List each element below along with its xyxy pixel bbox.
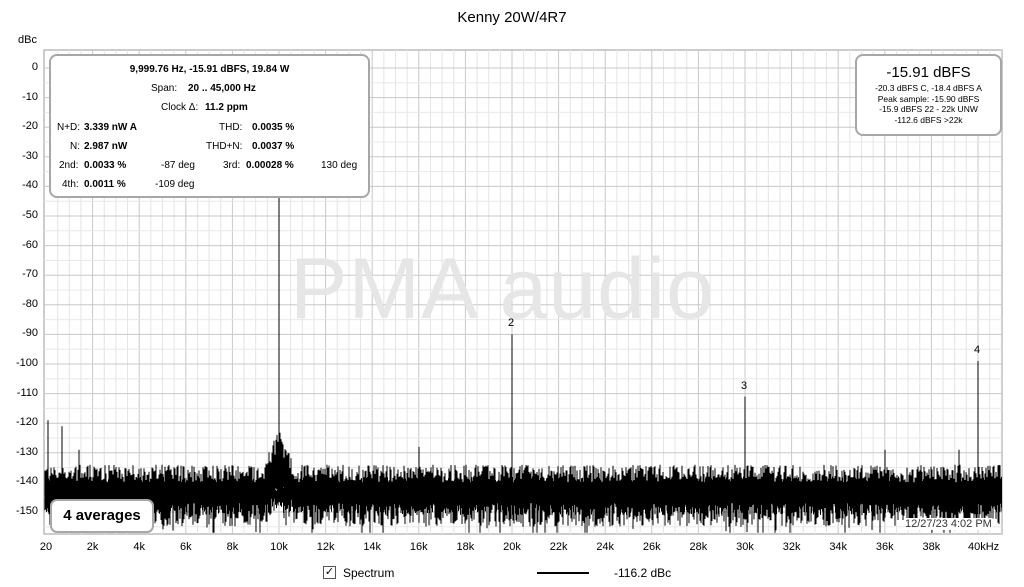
x-tick-label: 26k [642,541,661,553]
x-tick-label: 28k [689,541,708,553]
x-tick-label: 20k [503,541,521,553]
y-tick-label: -100 [15,357,38,369]
clock-value: 11.2 ppm [205,102,248,113]
harmonic-label: 3 [741,379,748,392]
span-label: Span: [151,83,178,94]
spectrum-trace [44,68,1002,533]
y-tick-label: -70 [22,268,38,281]
h2-phase: -87 deg [161,160,195,171]
harmonic-label: 4 [974,344,981,357]
spectrum-checkbox[interactable]: ✓ [323,566,336,579]
y-tick-label: -30 [22,149,38,162]
thdn-value: 0.0037 % [252,141,295,152]
y-tick-label: -40 [22,179,38,192]
level-line-2: Peak sample: -15.90 dBFS [877,93,980,104]
y-tick-label: -140 [15,475,38,488]
spectrum-line [44,68,1002,533]
y-tick-label: -20 [22,120,38,133]
clock-label: Clock Δ: [161,102,199,113]
n-value: 2.987 nW [84,141,128,152]
y-axis-unit: dBc [18,34,37,46]
legend-line-swatch [537,572,589,574]
y-tick-label: 0 [31,61,38,73]
legend-label: Spectrum [343,566,395,580]
y-tick-label: -130 [15,445,38,458]
x-tick-label: 2k [86,541,99,553]
h3-label: 3rd: [223,160,241,171]
x-tick-label: 36k [875,541,894,553]
y-tick-label: -110 [16,386,38,399]
x-tick-label: 4k [133,541,145,553]
averages-badge: 4 averages [50,499,154,533]
x-tick-label: 10k [270,541,288,553]
n-label: N: [70,141,80,152]
y-tick-label: -60 [22,238,38,251]
h4-label: 4th: [62,179,79,190]
h4-phase: -109 deg [155,179,195,190]
watermark: PMA audio [290,241,715,337]
level-line-4: -112.6 dBFS >22k [894,114,963,125]
y-tick-label: -120 [15,416,38,429]
x-tick-label: 34k [829,541,848,553]
y-tick-label: -10 [22,90,38,103]
x-tick-label: 30k [736,541,754,553]
thd-label: THD: [219,122,243,133]
fundamental-readout: 9,999.76 Hz, -15.91 dBFS, 19.84 W [129,64,290,75]
x-tick-label: 32k [782,541,801,553]
h3-phase: 130 deg [321,160,358,171]
level-main: -15.91 dBFS [886,64,971,81]
x-tick-label: 6k [179,541,192,553]
level-panel: -15.91 dBFS -20.3 dBFS C, -18.4 dBFS A P… [855,54,1002,136]
y-tick-label: -90 [22,327,38,340]
h2-value: 0.0033 % [84,160,127,171]
y-tick-label: -80 [22,297,38,310]
x-tick-label: 40kHz [968,541,1000,553]
x-tick-label: 22k [549,541,568,553]
legend-value: -116.2 dBc [614,566,672,580]
x-tick-label: 8k [226,541,239,553]
y-tick-label: -150 [15,505,38,517]
nd-value: 3.339 nW A [84,122,137,133]
level-line-3: -15.9 dBFS 22 - 22k UNW [879,104,978,114]
x-tick-label: 12k [316,541,335,553]
y-tick-label: -50 [22,209,38,221]
h4-value: 0.0011 % [84,179,126,190]
x-tick-label: 18k [456,541,475,553]
level-line-1: -20.3 dBFS C, -18.4 dBFS A [875,83,982,93]
thdn-label: THD+N: [206,141,243,152]
x-tick-label: 20 [39,541,53,553]
x-tick-label: 16k [409,541,428,553]
h2-label: 2nd: [59,160,79,171]
x-tick-label: 14k [363,541,382,553]
timestamp: 12/27/23 4:02 PM [905,518,992,530]
chart-title: Kenny 20W/4R7 [457,9,567,26]
measurement-info-panel: 9,999.76 Hz, -15.91 dBFS, 19.84 W Span: … [49,54,370,198]
harmonic-label: 2 [508,317,515,330]
x-tick-label: 38k [922,541,941,553]
h3-value: 0.00028 % [246,160,294,171]
x-tick-label: 24k [596,541,615,553]
nd-label: N+D: [57,122,81,133]
span-value: 20 .. 45,000 Hz [188,83,256,94]
thd-value: 0.0035 % [252,122,295,133]
